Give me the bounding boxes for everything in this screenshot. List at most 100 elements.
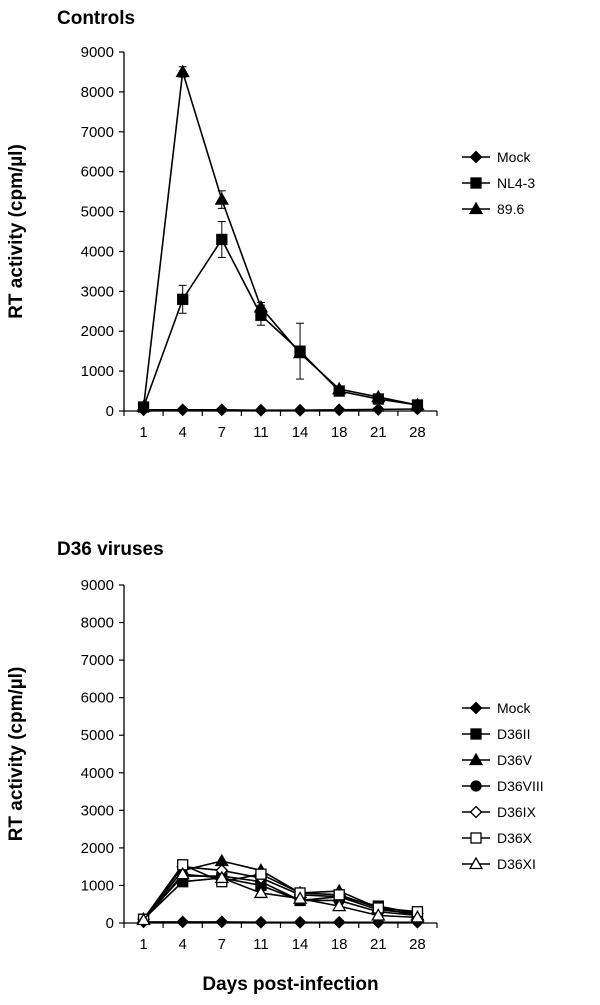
chart-panel-2: D36 viruses RT activity (cpm/µl) 0 1000 2000… — [6, 539, 544, 995]
data-point — [136, 912, 151, 926]
y-tick-label: 7000 — [81, 124, 114, 141]
data-point — [292, 891, 308, 904]
x-tick-label: 4 — [179, 424, 187, 441]
chart-title: Controls — [57, 8, 135, 29]
x-tick-label: 21 — [370, 936, 387, 953]
legend: Mock D36II D36V D36VIII D36IX D36X D36XI — [462, 700, 544, 872]
legend-marker — [470, 728, 482, 740]
x-tick-label: 14 — [292, 936, 309, 953]
data-point — [177, 293, 189, 305]
legend-label: NL4-3 — [497, 175, 535, 191]
data-point — [215, 403, 229, 417]
y-tick-label: 4000 — [81, 243, 114, 260]
data-point — [333, 889, 345, 901]
data-point — [371, 402, 385, 416]
legend-item: Mock — [462, 700, 531, 716]
x-tick-label: 11 — [253, 936, 269, 953]
y-tick-label: 8000 — [81, 615, 114, 632]
legend-label: Mock — [497, 700, 531, 716]
legend-label: D36IX — [497, 804, 537, 820]
series-89-6 — [136, 64, 425, 413]
x-tick-label: 7 — [218, 936, 226, 953]
x-axis-label: Days post-infection — [202, 974, 378, 995]
y-tick-label: 7000 — [81, 652, 114, 669]
legend-item: 89.6 — [462, 201, 524, 217]
data-point — [332, 403, 346, 417]
data-point — [215, 915, 229, 929]
data-point — [293, 403, 307, 417]
y-tick-label: 1000 — [81, 877, 114, 894]
data-point — [214, 870, 229, 884]
legend-marker — [468, 201, 484, 215]
y-tick-label: 2000 — [81, 840, 114, 857]
legend: Mock NL4-3 89.6 — [462, 149, 535, 217]
x-tick-label: 14 — [292, 424, 309, 441]
legend-marker — [470, 177, 482, 189]
legend-marker — [468, 752, 484, 766]
y-tick-label: 2000 — [81, 323, 114, 340]
data-point — [410, 910, 425, 923]
legend-label: D36VIII — [497, 778, 544, 794]
legend-item: Mock — [462, 149, 531, 165]
y-tick-label: 6000 — [81, 164, 114, 181]
x-tick-label: 21 — [370, 424, 387, 441]
x-tick-label: 11 — [253, 424, 269, 441]
y-tick-label: 9000 — [81, 577, 114, 594]
data-point — [175, 866, 190, 880]
legend-label: D36XI — [497, 856, 536, 872]
data-point — [216, 233, 228, 246]
y-tick-label: 5000 — [81, 204, 114, 221]
legend-label: D36V — [497, 752, 533, 768]
data-point — [176, 915, 190, 929]
data-point — [371, 908, 386, 921]
y-tick-label: 0 — [106, 915, 114, 932]
data-point — [253, 885, 269, 899]
legend-item: NL4-3 — [462, 175, 535, 191]
y-tick-label: 0 — [106, 403, 114, 420]
x-tick-label: 18 — [331, 424, 348, 441]
y-tick-label: 9000 — [81, 44, 114, 61]
y-tick-label: 1000 — [81, 363, 114, 380]
legend-item: D36VIII — [462, 778, 544, 794]
series-line — [142, 875, 418, 920]
legend-label: Mock — [497, 149, 531, 165]
chart-title: D36 viruses — [57, 539, 164, 560]
x-tick-label: 4 — [179, 936, 187, 953]
data-point — [176, 403, 190, 417]
data-point — [371, 389, 386, 403]
x-tick-label: 28 — [409, 936, 426, 953]
data-point — [175, 64, 190, 78]
y-tick-label: 3000 — [81, 283, 114, 300]
data-point — [214, 853, 229, 867]
legend-item: D36IX — [462, 804, 537, 820]
legend-label: D36X — [497, 830, 533, 846]
x-tick-label: 28 — [409, 424, 426, 441]
series-line — [142, 71, 418, 408]
legend-marker — [470, 780, 482, 792]
y-axis-label: RT activity (cpm/µl) — [6, 144, 27, 319]
x-tick-label: 1 — [139, 424, 147, 441]
data-point — [255, 868, 267, 880]
data-point — [410, 397, 425, 411]
chart-panel-1: Controls RT activity (cpm/µl) 0 1000 2000 300… — [6, 8, 535, 441]
legend-item: D36X — [462, 830, 533, 846]
y-tick-label: 4000 — [81, 765, 114, 782]
legend-item: D36V — [462, 752, 533, 768]
data-point — [254, 915, 268, 929]
data-point — [332, 381, 347, 395]
data-point — [292, 345, 308, 359]
data-point — [293, 915, 307, 929]
y-axis-label: RT activity (cpm/µl) — [6, 667, 27, 842]
data-point — [136, 399, 151, 413]
legend-item: D36II — [462, 726, 530, 742]
series-nl4-3 — [137, 221, 424, 413]
legend-marker — [470, 832, 482, 844]
legend-label: 89.6 — [497, 201, 524, 217]
legend-marker — [469, 805, 483, 819]
x-tick-label: 1 — [139, 936, 147, 953]
data-point — [214, 192, 229, 205]
series-line — [142, 863, 418, 920]
legend-label: D36II — [497, 726, 530, 742]
legend-marker — [469, 150, 483, 164]
